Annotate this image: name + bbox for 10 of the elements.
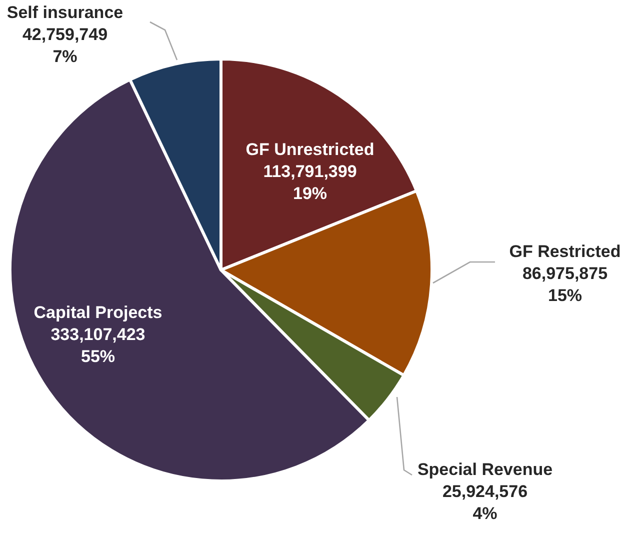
data-label: 333,107,423 55% xyxy=(50,325,146,366)
data-label: 42,759,749 7% xyxy=(22,25,108,66)
slice-label: Self insurance xyxy=(6,3,124,22)
slice-label: Capital Projects xyxy=(34,303,162,322)
slice-label: GF Restricted xyxy=(509,242,621,261)
data-label: 25,924,576 4% xyxy=(442,482,528,523)
data-label: 86,975,875 15% xyxy=(522,264,608,305)
slice-label: GF Unrestricted xyxy=(246,140,374,159)
slice-label: Special Revenue xyxy=(417,460,553,479)
data-label: 113,791,399 19% xyxy=(263,162,357,203)
